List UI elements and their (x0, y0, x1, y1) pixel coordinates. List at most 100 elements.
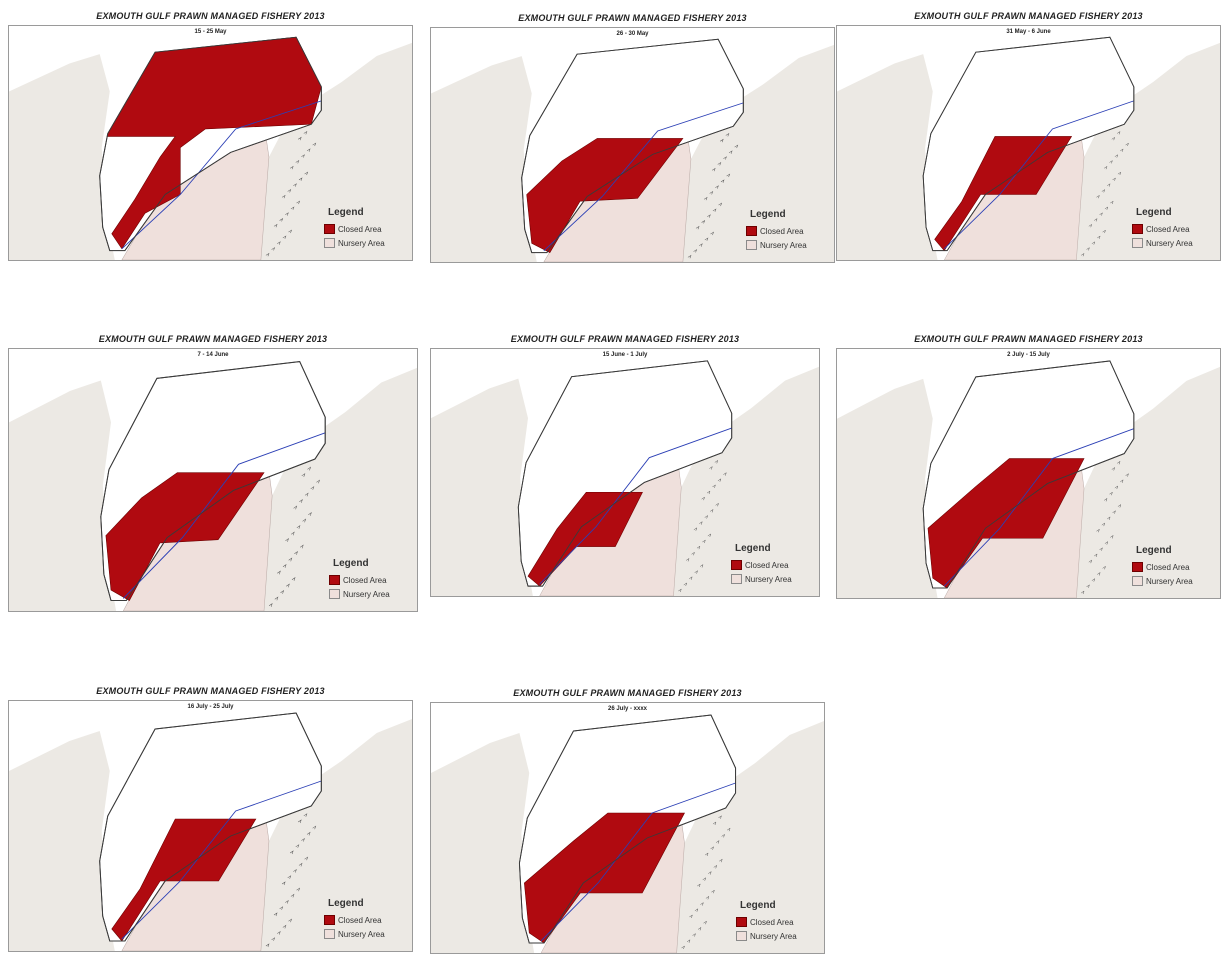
legend-title: Legend (1136, 207, 1172, 218)
coast-detail (282, 564, 287, 568)
nursery-area-swatch (731, 574, 742, 584)
coast-detail (1110, 534, 1114, 539)
legend-title: Legend (735, 543, 771, 554)
legend-item-nursery: Nursery Area (736, 931, 818, 941)
coast-detail (697, 883, 701, 888)
coast-detail (683, 582, 688, 587)
closed-area-swatch (746, 226, 757, 236)
coast-detail (1114, 485, 1119, 490)
coast-detail (689, 914, 693, 919)
boundary-line (121, 100, 322, 250)
boundary-line (539, 427, 732, 585)
legend-title: Legend (333, 558, 369, 569)
coast-detail (702, 539, 706, 544)
fishery-outline (922, 360, 1135, 589)
coast-detail (288, 918, 292, 923)
coast-detail (1096, 194, 1100, 199)
coast-detail (295, 160, 300, 164)
coast-detail (1091, 241, 1096, 245)
coast-detail (720, 179, 725, 183)
coast-detail (697, 926, 702, 931)
coast-detail (303, 813, 308, 817)
legend-item-nursery: Nursery Area (1132, 238, 1214, 248)
coast-detail (293, 505, 298, 510)
map-panel: EXMOUTH GULF PRAWN MANAGED FISHERY 2013 3… (836, 11, 1221, 273)
map-canvas (431, 360, 819, 596)
coast-detail (711, 167, 716, 172)
legend-label: Nursery Area (338, 238, 385, 248)
legend-item-nursery: Nursery Area (731, 574, 813, 584)
legend-item-closed: Closed Area (1132, 562, 1214, 572)
closed-area (105, 472, 265, 601)
coast-detail (277, 930, 281, 935)
coast-detail (1088, 559, 1093, 564)
land-east (260, 42, 412, 260)
coast-detail (1099, 547, 1103, 551)
map-frame: 15 June - 1 July Legend Closed Area Nursery… (430, 348, 820, 597)
legend-title: Legend (750, 209, 786, 220)
map-canvas (431, 38, 834, 262)
coast-detail (265, 252, 270, 257)
legend-label: Closed Area (745, 560, 789, 570)
coast-detail (734, 144, 739, 149)
fishery-outline (517, 360, 733, 587)
coast-detail (295, 844, 300, 848)
coast-detail (1125, 473, 1129, 477)
coast-detail (712, 484, 716, 488)
coast-detail (299, 499, 303, 503)
map-frame: 7 - 14 June Legend Closed Area Nursery Area (8, 348, 418, 612)
coast-detail (1120, 148, 1124, 152)
coast-detail (290, 206, 295, 210)
coast-detail (301, 473, 306, 477)
land-east (260, 719, 412, 951)
coast-detail (710, 508, 714, 513)
coast-detail (695, 225, 700, 230)
coast-detail (703, 920, 707, 925)
coast-detail (1102, 565, 1106, 570)
coast-detail (712, 208, 717, 212)
coast-detail (312, 825, 317, 830)
coast-detail (685, 557, 690, 562)
nursery-area-swatch (329, 589, 340, 599)
legend: Legend Closed Area Nursery Area (731, 543, 813, 588)
closed-area-swatch (329, 575, 340, 585)
coast-detail (288, 557, 293, 562)
legend-item-closed: Closed Area (329, 575, 411, 585)
map-frame: 15 - 25 May Legend Closed Area Nursery Area (8, 25, 413, 261)
coast-detail (290, 531, 295, 536)
legend-label: Nursery Area (338, 929, 385, 939)
map-canvas (431, 714, 824, 953)
coast-detail (1117, 131, 1121, 135)
coast-detail (306, 831, 311, 836)
closed-area (927, 458, 1085, 589)
legend-label: Nursery Area (745, 574, 792, 584)
coast-detail (1112, 510, 1116, 514)
map-frame: 26 July - xxxx Legend Closed Area Nursery A… (430, 702, 825, 954)
panel-title: EXMOUTH GULF PRAWN MANAGED FISHERY 2013 (96, 11, 325, 21)
map-canvas (837, 36, 1220, 260)
map-frame: 26 - 30 May Legend Closed Area Nursery Area (430, 27, 835, 263)
coast-detail (308, 512, 312, 516)
period-label: 7 - 14 June (197, 352, 229, 358)
legend-label: Closed Area (1146, 562, 1190, 572)
coast-detail (1101, 189, 1106, 193)
coast-detail (285, 212, 289, 216)
coast-detail (1086, 584, 1090, 588)
nursery-area-swatch (1132, 238, 1143, 248)
coast-detail (1102, 229, 1106, 234)
coast-detail (298, 177, 303, 181)
coast-detail (310, 486, 315, 490)
closed-area-swatch (1132, 224, 1143, 234)
coast-detail (719, 858, 723, 863)
coast-detail (694, 570, 699, 574)
legend-item-closed: Closed Area (736, 917, 818, 927)
coast-detail (693, 249, 698, 253)
coast-detail (302, 518, 307, 523)
coast-detail (1099, 212, 1103, 216)
legend: Legend Closed Area Nursery Area (324, 207, 406, 252)
coast-detail (714, 459, 719, 464)
period-label: 16 July - 25 July (187, 704, 234, 710)
coast-detail (282, 235, 287, 239)
fishery-outline (922, 36, 1135, 252)
land-east (682, 44, 834, 262)
